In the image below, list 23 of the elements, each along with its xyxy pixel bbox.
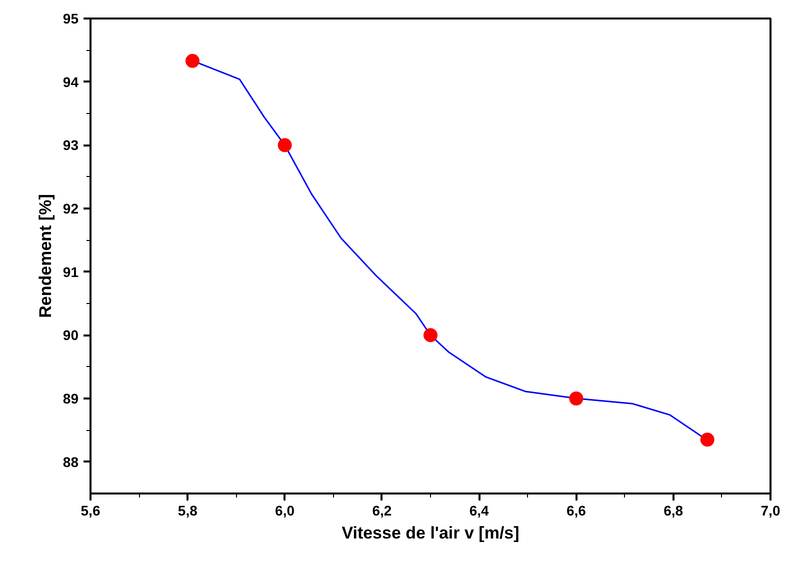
y-tick-label: 94 [62,74,79,90]
point [186,54,200,68]
y-tick-label: 92 [62,200,79,216]
point [700,432,714,447]
x-tick-label: 7,0 [760,502,780,518]
y-axis-title: Rendement [%] [36,194,55,318]
x-tick-label: 5,8 [178,502,198,518]
x-tick-label: 6,8 [664,502,684,518]
x-tick-label: 6,2 [372,502,392,518]
y-tick-label: 91 [62,264,79,280]
x-axis-title: Vitesse de l'air v [m/s] [342,524,520,542]
y-tick-label: 93 [62,137,79,154]
y-tick-label: 88 [62,454,79,470]
x-tick-label: 6,0 [275,502,295,518]
point [278,138,292,152]
point [569,392,584,406]
x-tick-label: 6,4 [469,502,490,518]
x-tick-label: 5,6 [80,502,100,518]
y-tick-label: 90 [62,327,79,344]
y-tick-label: 89 [62,390,79,406]
y-tick-label: 95 [62,10,79,26]
point [424,328,438,342]
x-tick-label: 6,6 [566,502,586,518]
